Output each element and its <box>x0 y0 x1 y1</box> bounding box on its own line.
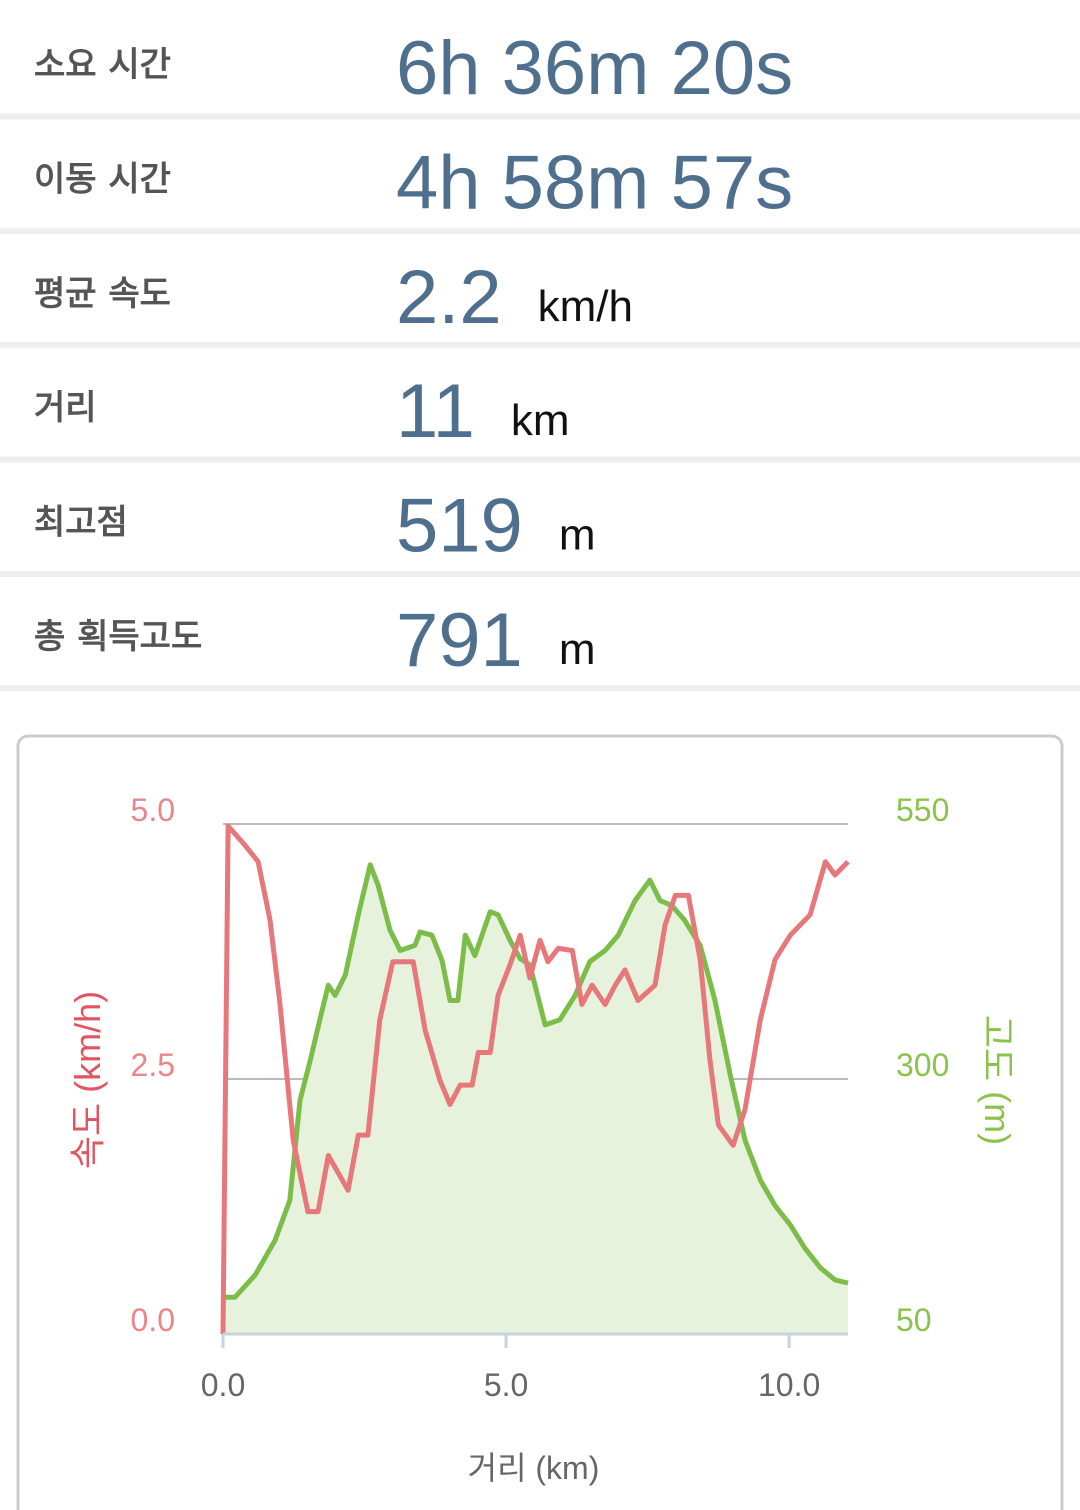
row-separator <box>0 456 1080 463</box>
row-separator <box>0 113 1080 120</box>
stat-unit: m <box>559 511 596 560</box>
line <box>223 862 849 1300</box>
stat-label: 거리 <box>34 388 97 428</box>
stat-label: 평균 속도 <box>34 274 171 314</box>
area <box>223 864 848 1334</box>
y2-tick-label: 300 <box>896 1047 949 1083</box>
y2-tick-label: 550 <box>896 792 949 828</box>
x-tick-label: 0.0 <box>201 1367 245 1403</box>
y-axis-title: 속도 (km/h) <box>67 991 108 1169</box>
row-separator <box>0 227 1080 234</box>
row-separator <box>0 571 1080 577</box>
y2-axis-title: 고도 (m) <box>977 1015 1018 1145</box>
y2-tick-label: 50 <box>896 1302 932 1338</box>
row-separator <box>0 342 1080 349</box>
stat-unit: m <box>559 625 596 674</box>
stat-unit: km/h <box>538 282 633 331</box>
y-tick-label: 2.5 <box>131 1047 175 1083</box>
stat-value: 11 <box>396 369 475 454</box>
stat-label: 총 획득고도 <box>34 617 202 657</box>
y-tick-label: 5.0 <box>131 792 175 828</box>
x-axis-title: 거리 (km) <box>468 1450 600 1486</box>
stat-value: 6h 36m 20s <box>396 26 793 111</box>
stat-value: 4h 58m 57s <box>396 140 793 225</box>
x-tick-label: 10.0 <box>758 1367 820 1403</box>
stat-label: 소요 시간 <box>34 45 171 85</box>
y-tick-label: 0.0 <box>131 1302 175 1338</box>
x-tick-label: 5.0 <box>484 1367 528 1403</box>
stat-label: 이동 시간 <box>34 159 171 199</box>
stat-value: 2.2 <box>396 255 502 340</box>
stat-value: 791 <box>396 598 523 683</box>
line <box>220 823 850 1335</box>
row-separator <box>0 685 1080 692</box>
stat-label: 최고점 <box>34 503 128 543</box>
stat-unit: km <box>511 396 570 445</box>
stat-value: 519 <box>396 484 523 569</box>
